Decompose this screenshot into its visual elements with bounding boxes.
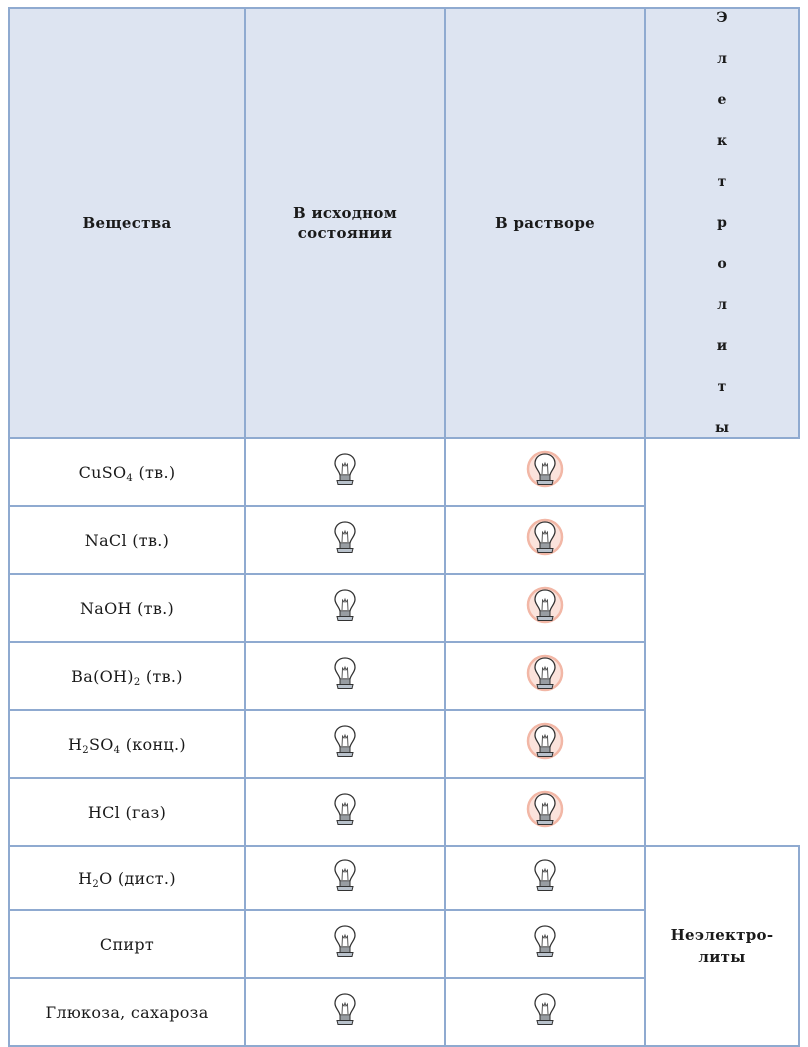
electrolytes-letter: л bbox=[717, 51, 727, 67]
formula-text: O (дист.) bbox=[99, 868, 176, 888]
formula-text: (тв.) bbox=[140, 666, 183, 686]
light-bulb-on-icon bbox=[526, 722, 564, 762]
light-bulb-on-icon bbox=[526, 586, 564, 626]
light-bulb-off-icon bbox=[326, 450, 364, 490]
light-bulb-on-icon bbox=[526, 518, 564, 558]
solution-cell bbox=[444, 437, 646, 507]
solution-cell bbox=[444, 641, 646, 711]
conductivity-table: Вещества В исходном состоянии В растворе… bbox=[8, 7, 800, 1047]
electrolytes-letter: ы bbox=[714, 420, 730, 436]
solution-cell bbox=[444, 709, 646, 779]
header-initial-state: В исходном состоянии bbox=[244, 7, 446, 439]
nonelectrolytes-line2: литы bbox=[698, 948, 746, 966]
initial-state-cell bbox=[244, 909, 446, 979]
light-bulb-off-icon bbox=[526, 922, 564, 962]
formula-text: (конц.) bbox=[120, 734, 186, 754]
formula-text: Спирт bbox=[99, 934, 155, 954]
formula-subscript: 2 bbox=[133, 676, 141, 688]
substance-name: H2O (дист.) bbox=[8, 845, 246, 911]
light-bulb-off-icon bbox=[526, 856, 564, 896]
table-row: HCl (газ) bbox=[8, 777, 799, 847]
table-row: CuSO4 (тв.) bbox=[8, 437, 799, 507]
substance-name: Спирт bbox=[8, 909, 246, 979]
solution-cell bbox=[444, 977, 646, 1047]
formula-text: HCl (газ) bbox=[87, 802, 167, 822]
page: Вещества В исходном состоянии В растворе… bbox=[8, 7, 800, 1047]
electrolytes-letter: Э bbox=[716, 10, 728, 26]
initial-state-cell bbox=[244, 845, 446, 911]
substance-name: HCl (газ) bbox=[8, 777, 246, 847]
initial-state-cell bbox=[244, 505, 446, 575]
electrolytes-letter: о bbox=[717, 256, 727, 272]
formula-text: NaOH (тв.) bbox=[79, 598, 175, 618]
formula-text: NaCl (тв.) bbox=[84, 530, 170, 550]
nonelectrolytes-label: Неэлектро-литы bbox=[644, 845, 800, 1047]
table-row: NaOH (тв.) bbox=[8, 573, 799, 643]
solution-cell bbox=[444, 845, 646, 911]
substance-name: H2SO4 (конц.) bbox=[8, 709, 246, 779]
table-body: CuSO4 (тв.) NaCl (тв.) NaOH (тв.) Ba(OH)2 (… bbox=[8, 437, 800, 1047]
formula-subscript: 2 bbox=[82, 744, 89, 756]
light-bulb-on-icon bbox=[526, 790, 564, 830]
electrolytes-letter: к bbox=[716, 133, 728, 149]
formula-subscript: 4 bbox=[113, 744, 121, 756]
formula-text: (тв.) bbox=[133, 462, 176, 482]
table-row: NaCl (тв.) bbox=[8, 505, 799, 575]
header-initial-line1: В исходном bbox=[292, 204, 398, 222]
initial-state-cell bbox=[244, 777, 446, 847]
substance-name: Глюкоза, сахароза bbox=[8, 977, 246, 1047]
initial-state-cell bbox=[244, 977, 446, 1047]
formula-subscript: 2 bbox=[92, 878, 100, 890]
light-bulb-off-icon bbox=[326, 922, 364, 962]
electrolytes-letter: е bbox=[717, 92, 727, 108]
light-bulb-off-icon bbox=[326, 654, 364, 694]
initial-state-cell bbox=[244, 573, 446, 643]
substance-name: NaOH (тв.) bbox=[8, 573, 246, 643]
light-bulb-off-icon bbox=[326, 790, 364, 830]
header-solution: В растворе bbox=[444, 7, 646, 439]
formula-text: CuSO bbox=[78, 462, 127, 482]
substance-name: CuSO4 (тв.) bbox=[8, 437, 246, 507]
formula-text: H bbox=[68, 734, 83, 754]
light-bulb-off-icon bbox=[526, 990, 564, 1030]
substance-name: NaCl (тв.) bbox=[8, 505, 246, 575]
light-bulb-off-icon bbox=[326, 990, 364, 1030]
initial-state-cell bbox=[244, 709, 446, 779]
nonelectrolytes-line1: Неэлектро- bbox=[670, 926, 774, 944]
electrolytes-letter: л bbox=[717, 297, 727, 313]
table-row: Ba(OH)2 (тв.) bbox=[8, 641, 799, 711]
table-row: H2SO4 (конц.) bbox=[8, 709, 799, 779]
header-initial-line2: состоянии bbox=[297, 224, 393, 242]
light-bulb-off-icon bbox=[326, 856, 364, 896]
electrolytes-letter: т bbox=[717, 379, 727, 395]
formula-subscript: 4 bbox=[126, 472, 134, 484]
formula-text: SO bbox=[88, 734, 114, 754]
substance-name: Ba(OH)2 (тв.) bbox=[8, 641, 246, 711]
initial-state-cell bbox=[244, 641, 446, 711]
formula-text: H bbox=[78, 868, 93, 888]
solution-cell bbox=[444, 505, 646, 575]
light-bulb-off-icon bbox=[326, 518, 364, 558]
electrolytes-letter: р bbox=[717, 215, 727, 231]
header-substance: Вещества bbox=[8, 7, 246, 439]
header-row: Вещества В исходном состоянии В растворе… bbox=[8, 7, 800, 439]
formula-text: Глюкоза, сахароза bbox=[45, 1002, 209, 1022]
solution-cell bbox=[444, 909, 646, 979]
electrolytes-letter: и bbox=[716, 338, 728, 354]
formula-text: Ba(OH) bbox=[71, 666, 134, 686]
initial-state-cell bbox=[244, 437, 446, 507]
light-bulb-on-icon bbox=[526, 654, 564, 694]
solution-cell bbox=[444, 777, 646, 847]
light-bulb-on-icon bbox=[526, 450, 564, 490]
light-bulb-off-icon bbox=[326, 722, 364, 762]
solution-cell bbox=[444, 573, 646, 643]
table-row: H2O (дист.) Неэлектро-литы bbox=[8, 845, 800, 1047]
light-bulb-off-icon bbox=[326, 586, 364, 626]
electrolytes-letter: т bbox=[717, 174, 727, 190]
